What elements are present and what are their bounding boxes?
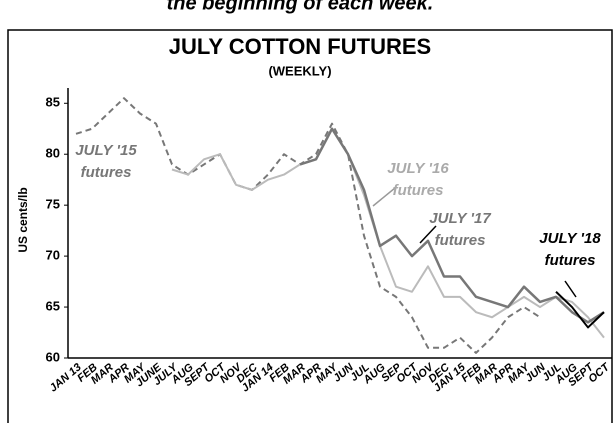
series-label: JULY '15 futures bbox=[75, 142, 137, 181]
series-label: JULY '18 futures bbox=[539, 230, 601, 269]
series-label: JULY '17 futures bbox=[429, 210, 491, 249]
arrow bbox=[372, 187, 396, 207]
caption: the beginning of each week. bbox=[167, 0, 434, 14]
frame bbox=[7, 29, 613, 423]
arrow bbox=[564, 280, 577, 298]
y-tick-label: 60 bbox=[46, 349, 60, 364]
arrow bbox=[419, 225, 437, 244]
y-axis-label: US cents/lb bbox=[16, 187, 30, 252]
series-line bbox=[299, 127, 605, 324]
series-label: JULY '16 futures bbox=[387, 160, 449, 199]
y-tick-label: 65 bbox=[46, 298, 60, 313]
chart-title: JULY COTTON FUTURES bbox=[169, 34, 431, 59]
series-line bbox=[75, 97, 541, 354]
y-tick-label: 80 bbox=[46, 146, 60, 161]
y-tick-label: 75 bbox=[46, 197, 60, 212]
chart-subtitle: (WEEKLY) bbox=[268, 63, 331, 78]
series-line bbox=[171, 127, 605, 339]
y-tick-label: 70 bbox=[46, 248, 60, 263]
y-tick-label: 85 bbox=[46, 95, 60, 110]
series-line bbox=[555, 291, 605, 329]
